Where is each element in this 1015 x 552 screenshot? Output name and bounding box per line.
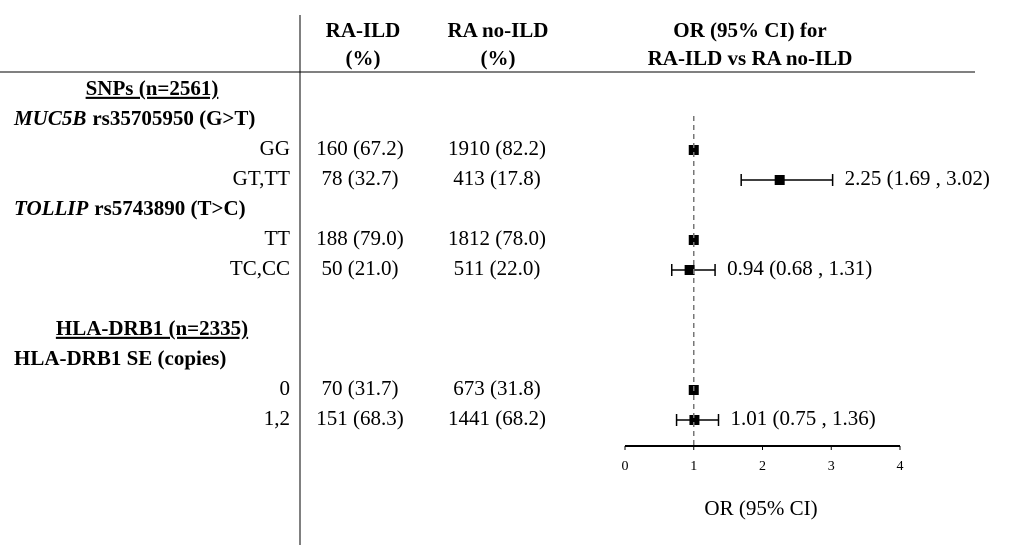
or-label: 0.94 (0.68 , 1.31): [727, 256, 872, 280]
ra-ild-cell: 50 (21.0): [322, 256, 399, 280]
variant-label: rs5743890 (T>C): [94, 196, 245, 220]
column-header: (%): [346, 46, 381, 70]
or-point: [689, 415, 700, 425]
section-title: HLA-DRB1 (n=2335): [56, 316, 248, 340]
x-tick-label: 4: [897, 459, 904, 474]
ra-no-ild-cell: 1441 (68.2): [448, 406, 546, 430]
variant-label: HLA-DRB1 SE (copies): [14, 346, 226, 370]
column-header: RA-ILD: [326, 18, 401, 42]
or-point: [684, 265, 695, 275]
ra-no-ild-cell: 511 (22.0): [454, 256, 541, 280]
row-label: GT,TT: [233, 166, 291, 190]
section-title: SNPs (n=2561): [86, 76, 219, 100]
column-header: RA-ILD vs RA no-ILD: [648, 46, 853, 70]
ra-ild-cell: 151 (68.3): [316, 406, 404, 430]
group-label: TOLLIP rs5743890 (T>C): [14, 196, 246, 220]
ra-no-ild-cell: 1812 (78.0): [448, 226, 546, 250]
x-tick-label: 2: [759, 459, 766, 474]
gene-name: TOLLIP: [14, 196, 88, 220]
or-label: 1.01 (0.75 , 1.36): [731, 406, 876, 430]
column-header: (%): [481, 46, 516, 70]
ra-ild-cell: 160 (67.2): [316, 136, 404, 160]
or-point: [688, 145, 699, 155]
x-tick-label: 0: [622, 459, 629, 474]
or-point: [774, 175, 785, 185]
column-header: RA no-ILD: [448, 18, 549, 42]
column-header: OR (95% CI) for: [673, 18, 826, 42]
row-label: 1,2: [264, 406, 290, 430]
group-label: MUC5B rs35705950 (G>T): [13, 106, 255, 130]
x-tick-label: 3: [828, 459, 835, 474]
group-label: HLA-DRB1 SE (copies): [14, 346, 226, 370]
ra-ild-cell: 70 (31.7): [322, 376, 399, 400]
ra-ild-cell: 78 (32.7): [322, 166, 399, 190]
row-label: TC,CC: [230, 256, 290, 280]
ra-no-ild-cell: 673 (31.8): [453, 376, 541, 400]
row-label: 0: [280, 376, 291, 400]
gene-name: MUC5B: [13, 106, 86, 130]
ra-no-ild-cell: 1910 (82.2): [448, 136, 546, 160]
variant-label: rs35705950 (G>T): [92, 106, 255, 130]
ra-no-ild-cell: 413 (17.8): [453, 166, 541, 190]
x-tick-label: 1: [690, 459, 697, 474]
or-label: 2.25 (1.69 , 3.02): [845, 166, 990, 190]
x-axis-label: OR (95% CI): [704, 496, 817, 520]
row-label: GG: [260, 136, 290, 160]
ra-ild-cell: 188 (79.0): [316, 226, 404, 250]
row-label: TT: [264, 226, 290, 250]
or-point: [688, 235, 699, 245]
